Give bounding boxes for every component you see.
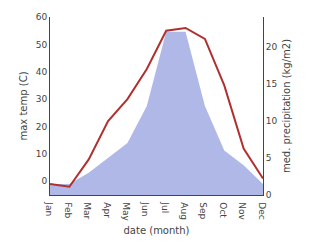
svg-text:med. precipitation (kg/m2): med. precipitation (kg/m2)	[281, 39, 292, 173]
svg-text:10: 10	[36, 149, 48, 159]
svg-text:40: 40	[36, 67, 48, 77]
svg-text:5: 5	[266, 153, 272, 163]
svg-text:20: 20	[266, 42, 278, 52]
svg-text:60: 60	[36, 12, 48, 22]
svg-text:max temp (C): max temp (C)	[18, 71, 29, 140]
svg-text:Dec: Dec	[257, 202, 267, 219]
svg-text:Jan: Jan	[44, 201, 54, 216]
svg-text:Feb: Feb	[63, 202, 73, 218]
svg-text:10: 10	[266, 116, 278, 126]
svg-text:20: 20	[36, 122, 48, 132]
svg-text:15: 15	[266, 79, 277, 89]
svg-text:date (month): date (month)	[124, 225, 190, 236]
svg-text:Apr: Apr	[102, 202, 112, 218]
svg-text:0: 0	[41, 176, 47, 186]
svg-text:50: 50	[36, 40, 48, 50]
svg-text:Oct: Oct	[218, 202, 228, 218]
svg-text:Sep: Sep	[198, 202, 208, 219]
svg-text:0: 0	[266, 190, 272, 200]
svg-text:May: May	[121, 202, 131, 221]
svg-text:Jun: Jun	[140, 201, 150, 216]
svg-text:Jul: Jul	[160, 201, 170, 213]
svg-text:Nov: Nov	[237, 202, 247, 220]
svg-text:Aug: Aug	[179, 202, 189, 220]
svg-text:Mar: Mar	[82, 202, 92, 219]
svg-text:30: 30	[36, 94, 48, 104]
